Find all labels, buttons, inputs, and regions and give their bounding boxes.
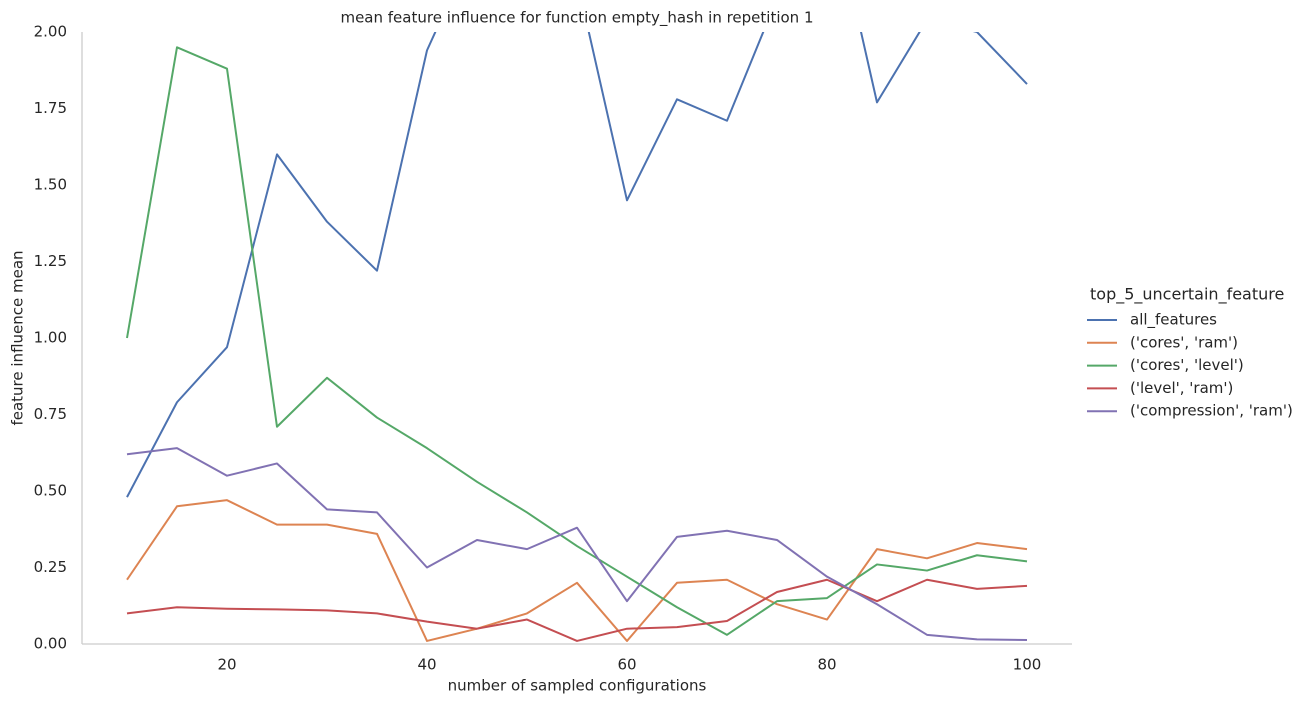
y-tick-label: 1.00 xyxy=(34,329,67,347)
series-line xyxy=(126,499,1028,642)
legend-label: ('level', 'ram') xyxy=(1130,379,1233,397)
y-tick-label: 0.50 xyxy=(34,482,67,500)
x-tick-label: 20 xyxy=(217,656,236,674)
series-line xyxy=(126,46,1028,636)
y-tick-label: 2.00 xyxy=(34,23,67,41)
legend-label: all_features xyxy=(1130,311,1217,330)
legend-title: top_5_uncertain_feature xyxy=(1090,285,1284,305)
series-line xyxy=(126,447,1028,642)
y-axis-label: feature influence mean xyxy=(9,250,27,425)
chart-title: mean feature influence for function empt… xyxy=(340,9,813,28)
y-tick-label: 0.75 xyxy=(34,405,67,423)
x-tick-label: 40 xyxy=(417,656,436,674)
series-line xyxy=(126,578,1028,642)
legend-label: ('compression', 'ram') xyxy=(1130,402,1293,420)
y-tick-label: 0.00 xyxy=(34,635,67,653)
plot-area xyxy=(126,32,1028,642)
x-tick-label: 60 xyxy=(617,656,636,674)
y-tick-label: 0.25 xyxy=(34,558,67,576)
x-axis-label: number of sampled configurations xyxy=(448,677,707,695)
x-tick-label: 100 xyxy=(1013,656,1042,674)
y-tick-label: 1.75 xyxy=(34,99,67,117)
legend-label: ('cores', 'ram') xyxy=(1130,333,1238,351)
legend-label: ('cores', 'level') xyxy=(1130,356,1244,374)
y-tick-label: 1.25 xyxy=(34,252,67,270)
y-tick-label: 1.50 xyxy=(34,176,67,194)
series-line xyxy=(126,32,1028,498)
x-tick-label: 80 xyxy=(817,656,836,674)
